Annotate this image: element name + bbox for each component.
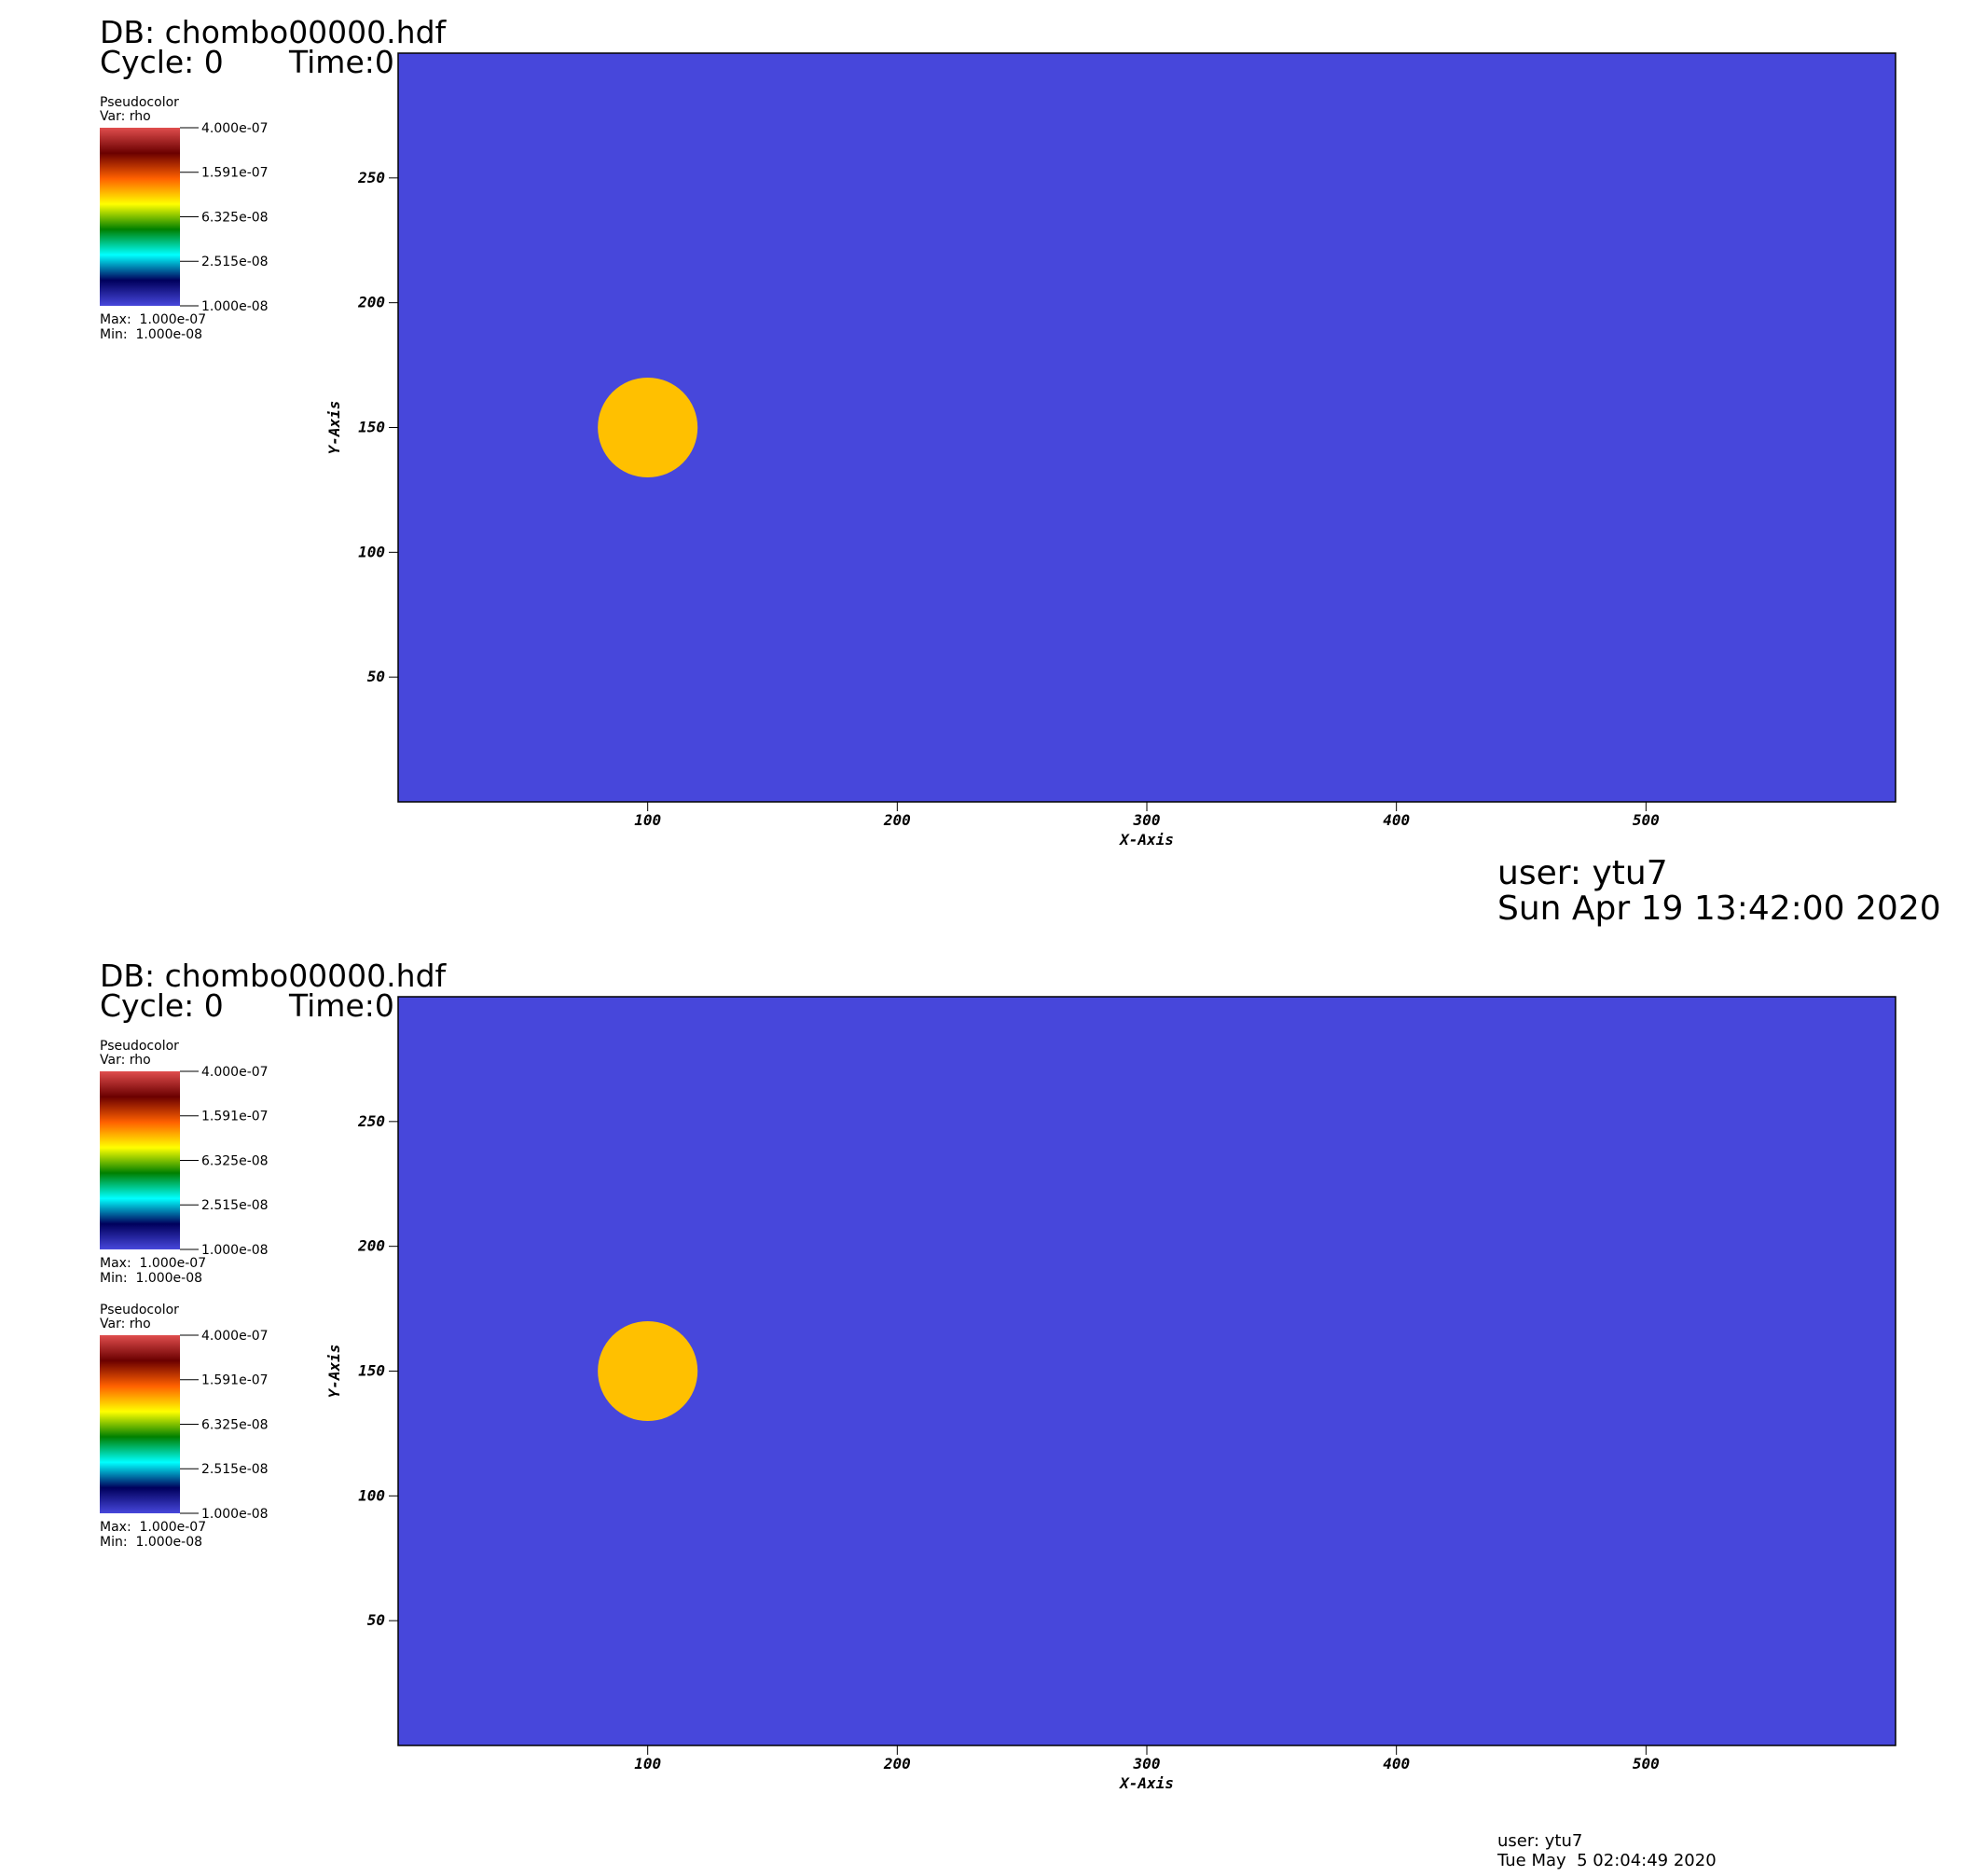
legend-variable: Var: rho	[100, 109, 151, 124]
colorbar-tick-label: 6.325e-08	[201, 1417, 269, 1432]
circle-region	[598, 377, 698, 478]
legend-variable: Var: rho	[100, 1317, 151, 1331]
legend-max: Max: 1.000e-07	[100, 1520, 206, 1535]
x-axis-label: X-Axis	[1118, 1774, 1174, 1792]
colorbar-tick-label: 4.000e-07	[201, 1329, 269, 1344]
colorbar-tick-label: 6.325e-08	[201, 210, 269, 225]
colorbar-tick-label: 6.325e-08	[201, 1153, 269, 1168]
x-tick-label: 200	[883, 1755, 911, 1773]
legend-min: Min: 1.000e-08	[100, 1535, 202, 1550]
legend-min: Min: 1.000e-08	[100, 1271, 202, 1286]
y-tick-label: 200	[357, 294, 385, 311]
colorbar-tick-label: 1.000e-08	[201, 1243, 269, 1258]
legend-max: Max: 1.000e-07	[100, 1256, 206, 1271]
y-tick-label: 250	[357, 169, 385, 186]
colorbar-tick-label: 1.591e-07	[201, 1110, 269, 1124]
colorbar	[100, 1335, 180, 1513]
date-label: Sun Apr 19 13:42:00 2020	[1497, 890, 1941, 928]
colorbar-tick-label: 2.515e-08	[201, 1462, 269, 1477]
cycle-label: Cycle: 0	[100, 44, 224, 80]
y-tick-label: 150	[358, 1362, 385, 1380]
user-label: user: ytu7	[1497, 854, 1668, 892]
colorbar-tick-label: 4.000e-07	[201, 121, 269, 136]
x-tick-label: 400	[1383, 811, 1410, 829]
circle-region	[598, 1320, 698, 1422]
cycle-label: Cycle: 0	[100, 987, 224, 1024]
x-tick-label: 300	[1133, 1755, 1161, 1773]
legend-title: Pseudocolor	[100, 1303, 179, 1317]
y-tick-label: 50	[367, 1611, 385, 1629]
legend-max: Max: 1.000e-07	[100, 312, 206, 327]
colorbar-tick-label: 2.515e-08	[201, 1198, 269, 1213]
y-axis-label: Y-Axis	[325, 401, 343, 455]
y-tick-label: 50	[367, 668, 385, 685]
user-label: user: ytu7	[1497, 1831, 1582, 1851]
x-tick-label: 500	[1633, 1755, 1660, 1773]
x-tick-label: 400	[1383, 1755, 1410, 1773]
database-label: DB: chombo00000.hdf	[100, 14, 448, 50]
x-tick-label: 300	[1133, 811, 1161, 829]
x-tick-label: 200	[883, 811, 911, 829]
colorbar-tick-label: 1.000e-08	[201, 1507, 269, 1522]
colorbar-tick-label: 2.515e-08	[201, 255, 269, 269]
legend-title: Pseudocolor	[100, 95, 179, 110]
x-tick-label: 100	[634, 1755, 661, 1773]
y-tick-label: 100	[358, 1486, 385, 1504]
legend-min: Min: 1.000e-08	[100, 327, 202, 342]
colorbar-tick-label: 1.591e-07	[201, 166, 269, 181]
database-label: DB: chombo00000.hdf	[100, 958, 448, 994]
y-tick-label: 250	[357, 1112, 385, 1130]
colorbar-tick-label: 1.000e-08	[201, 299, 269, 314]
x-tick-label: 500	[1633, 811, 1660, 829]
colorbar-tick-label: 1.591e-07	[201, 1373, 269, 1388]
x-axis-label: X-Axis	[1118, 831, 1174, 848]
time-label: Time:0	[288, 987, 394, 1024]
colorbar	[100, 128, 180, 306]
y-tick-label: 150	[358, 419, 385, 436]
x-tick-label: 100	[634, 811, 661, 829]
date-label: Tue May 5 02:04:49 2020	[1496, 1851, 1717, 1870]
y-tick-label: 200	[357, 1237, 385, 1255]
colorbar-tick-label: 4.000e-07	[201, 1065, 269, 1080]
legend-title: Pseudocolor	[100, 1039, 179, 1054]
time-label: Time:0	[288, 44, 394, 80]
y-tick-label: 100	[358, 543, 385, 560]
colorbar	[100, 1071, 180, 1249]
legend-variable: Var: rho	[100, 1053, 151, 1068]
y-axis-label: Y-Axis	[325, 1345, 343, 1399]
